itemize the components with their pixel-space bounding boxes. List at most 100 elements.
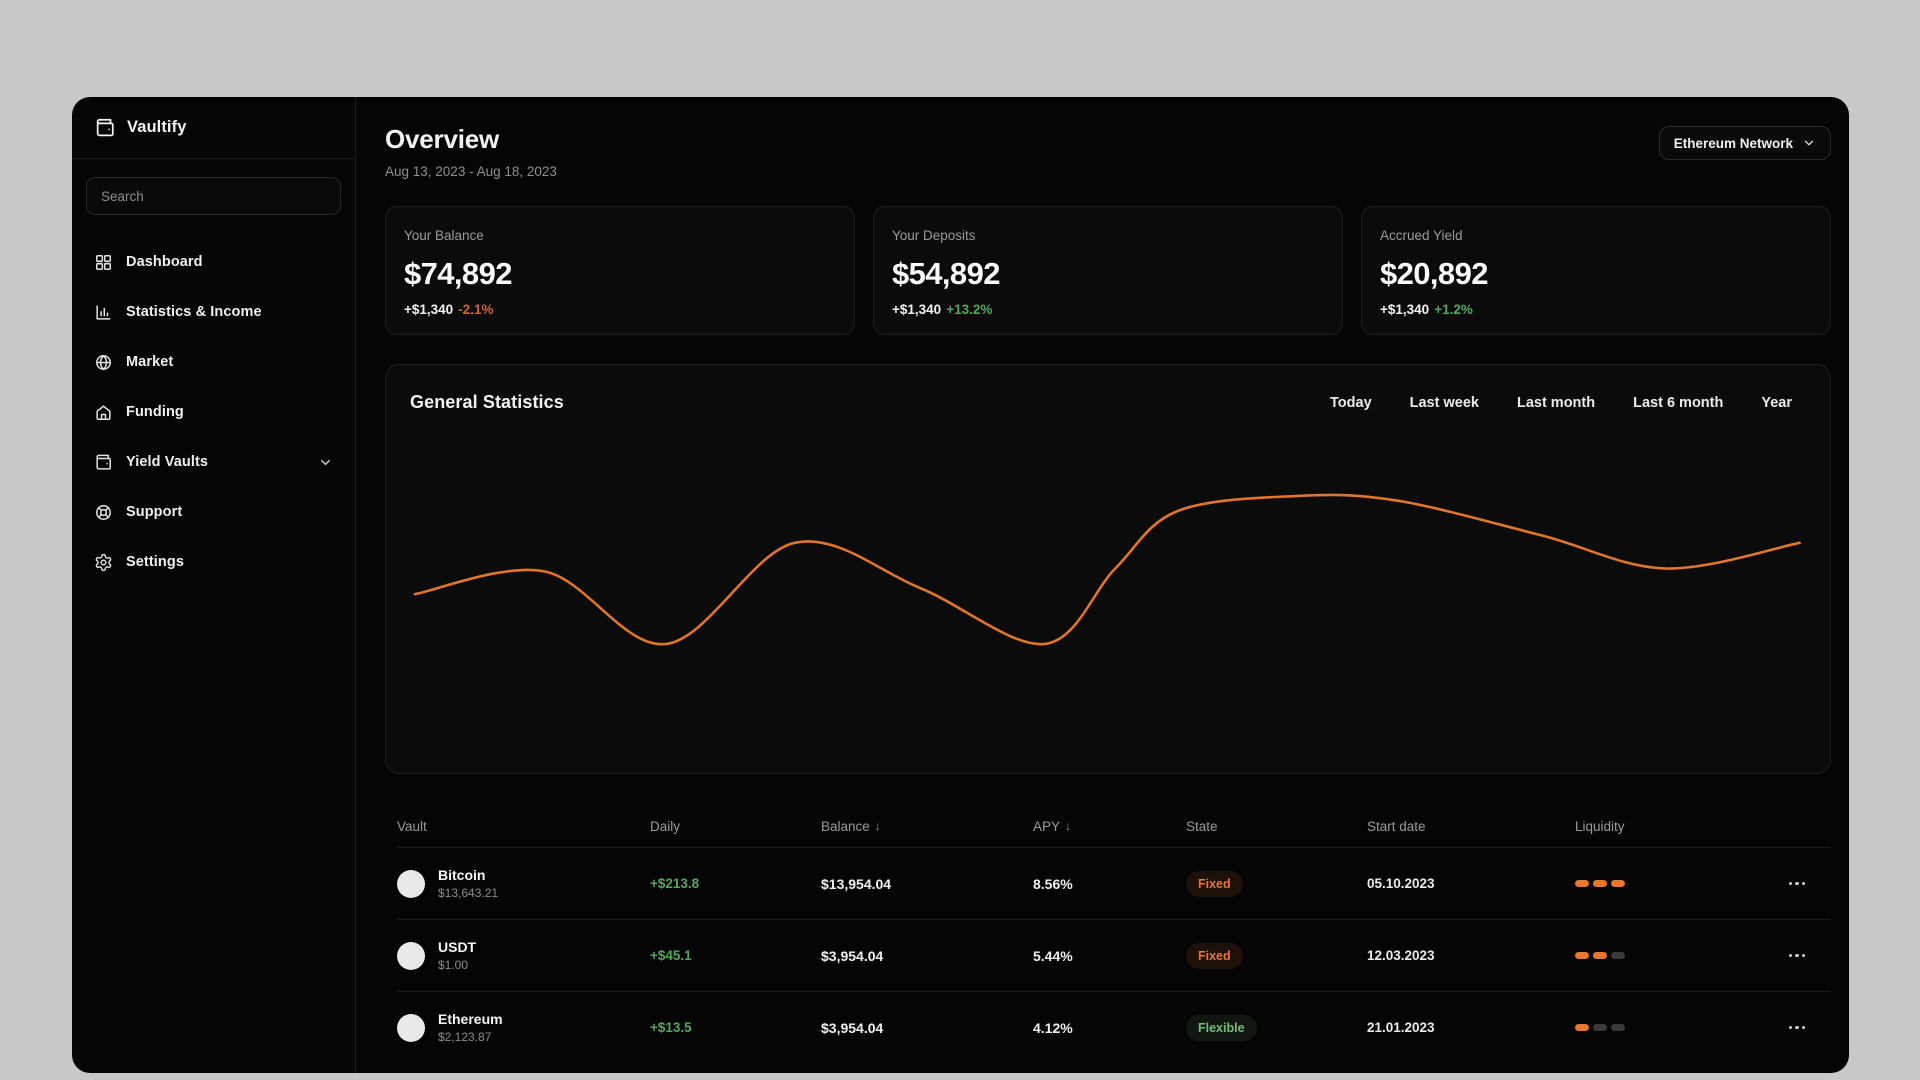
chart-title: General Statistics	[410, 392, 564, 412]
liquidity-indicator	[1575, 880, 1763, 887]
table-row-usdt: USDT $1.00 +$45.1 $3,954.04 5.44% Fixed 12.03.…	[397, 919, 1831, 991]
row-menu-ellipsis-icon[interactable]	[1763, 1025, 1831, 1030]
coin-avatar	[397, 869, 425, 898]
coin-avatar	[397, 941, 425, 970]
table-row-bitcoin: Bitcoin $13,643.21 +$213.8 $13,954.04 8.56% F…	[397, 848, 1831, 919]
search-container	[86, 177, 341, 215]
liquidity-pill	[1611, 1024, 1625, 1031]
column-header-label: Balance	[821, 818, 870, 834]
vault-name-block: Ethereum $2,123.87	[438, 1011, 503, 1044]
sidebar-item-label: Support	[126, 504, 183, 520]
sidebar-item-statistics-income[interactable]: Statistics & Income	[72, 287, 355, 337]
balance-value: $3,954.04	[821, 947, 884, 964]
stat-card-delta: +$1,340 +1.2%	[1380, 302, 1473, 317]
chart-filter-last-6-month[interactable]: Last 6 month	[1633, 394, 1724, 411]
chart-header: General Statistics Today Last week Last mo…	[410, 392, 1806, 413]
sort-descending-icon: ↓	[1065, 819, 1072, 833]
liquidity-indicator	[1575, 952, 1763, 959]
column-header-label: APY	[1033, 818, 1061, 834]
vault-name: USDT	[438, 939, 477, 955]
app-window: Vaultify Dashboard Statistics & Income Mar…	[72, 97, 1849, 1073]
sidebar-item-label: Yield Vaults	[126, 454, 209, 470]
vault-name-block: Bitcoin $13,643.21	[438, 867, 498, 900]
row-menu-ellipsis-icon[interactable]	[1763, 881, 1831, 886]
lifebuoy-icon	[94, 503, 113, 522]
chart-filter-last-month[interactable]: Last month	[1516, 394, 1596, 411]
bar-chart-icon	[94, 303, 113, 322]
apy-value: 8.56%	[1033, 875, 1073, 892]
balance-value: $13,954.04	[821, 875, 892, 892]
vault-cell: Bitcoin $13,643.21	[397, 867, 650, 900]
table-body: Bitcoin $13,643.21 +$213.8 $13,954.04 8.56% F…	[397, 848, 1831, 1063]
sidebar-item-funding[interactable]: Funding	[72, 387, 355, 437]
column-header-label: State	[1186, 818, 1218, 834]
stat-card-delta: +$1,340 +13.2%	[892, 302, 993, 317]
daily-change: +$45.1	[650, 948, 692, 963]
vault-price: $1.00	[438, 958, 469, 972]
stat-card-percent: +13.2%	[946, 302, 993, 317]
sidebar-item-yield-vaults[interactable]: Yield Vaults	[72, 437, 355, 487]
stat-card-accrued-yield: Accrued Yield $20,892 +$1,340 +1.2%	[1361, 206, 1831, 335]
line-chart-svg	[413, 493, 1801, 646]
column-header-label: Daily	[650, 818, 681, 834]
apy-value: 5.44%	[1033, 947, 1073, 964]
column-header-apy[interactable]: APY ↓	[1033, 819, 1186, 834]
coin-avatar	[397, 1013, 425, 1042]
sidebar-item-label: Settings	[126, 554, 184, 570]
state-badge: Fixed	[1186, 870, 1243, 897]
sidebar-nav: Dashboard Statistics & Income Market Fundin…	[72, 237, 355, 587]
state-cell: Flexible	[1186, 1014, 1367, 1041]
page-title-block: Overview Aug 13, 2023 - Aug 18, 2023	[385, 124, 557, 179]
liquidity-indicator	[1575, 1024, 1763, 1031]
chart-time-filters: Today Last week Last month Last 6 month Year	[1330, 395, 1806, 411]
stat-card-value: $74,892	[404, 256, 512, 291]
row-menu-ellipsis-icon[interactable]	[1763, 953, 1831, 958]
search-input[interactable]	[86, 177, 341, 215]
page-header: Overview Aug 13, 2023 - Aug 18, 2023 Eth…	[385, 124, 1831, 179]
network-selector-button[interactable]: Ethereum Network	[1658, 126, 1831, 160]
liquidity-pill	[1611, 880, 1625, 887]
chevron-down-icon	[1802, 136, 1816, 150]
column-header-balance[interactable]: Balance ↓	[821, 819, 1033, 834]
sidebar-item-market[interactable]: Market	[72, 337, 355, 387]
dashboard-grid-icon	[94, 253, 113, 272]
stat-card-percent: -2.1%	[458, 302, 494, 317]
chart-filter-last-week[interactable]: Last week	[1409, 394, 1479, 411]
liquidity-pill	[1611, 952, 1625, 959]
gear-icon	[94, 553, 113, 572]
wallet-logo-icon	[94, 117, 116, 139]
sidebar-item-settings[interactable]: Settings	[72, 537, 355, 587]
vault-name: Ethereum	[438, 1011, 503, 1027]
table-row-ethereum: Ethereum $2,123.87 +$13.5 $3,954.04 4.12% Fle…	[397, 991, 1831, 1063]
liquidity-pill	[1593, 952, 1607, 959]
start-date: 12.03.2023	[1367, 948, 1435, 963]
sidebar-item-label: Statistics & Income	[126, 304, 262, 320]
main-content: Overview Aug 13, 2023 - Aug 18, 2023 Eth…	[356, 97, 1849, 1073]
sidebar-item-support[interactable]: Support	[72, 487, 355, 537]
stat-card-value: $20,892	[1380, 256, 1488, 291]
state-cell: Fixed	[1186, 870, 1367, 897]
column-header-state: State	[1186, 819, 1367, 834]
stat-card-percent: +1.2%	[1434, 302, 1473, 317]
stat-card-value: $54,892	[892, 256, 1000, 291]
network-selector-label: Ethereum Network	[1673, 135, 1793, 151]
chart-filter-year[interactable]: Year	[1761, 394, 1792, 411]
liquidity-pill	[1575, 1024, 1589, 1031]
general-statistics-card: General Statistics Today Last week Last mo…	[385, 364, 1831, 774]
state-cell: Fixed	[1186, 942, 1367, 969]
sidebar-item-label: Funding	[126, 404, 184, 420]
start-date: 21.01.2023	[1367, 1020, 1435, 1035]
liquidity-pill	[1575, 952, 1589, 959]
column-header-label: Liquidity	[1575, 818, 1625, 834]
sidebar-item-dashboard[interactable]: Dashboard	[72, 237, 355, 287]
chart-filter-today[interactable]: Today	[1330, 394, 1372, 411]
vault-price: $13,643.21	[438, 886, 499, 900]
vault-price: $2,123.87	[438, 1030, 492, 1044]
daily-change: +$13.5	[650, 1020, 692, 1035]
daily-change: +$213.8	[650, 876, 700, 891]
liquidity-pill	[1575, 880, 1589, 887]
start-date: 05.10.2023	[1367, 876, 1435, 891]
line-chart	[386, 443, 1830, 773]
portfolio-curve	[413, 493, 1801, 646]
liquidity-pill	[1593, 880, 1607, 887]
